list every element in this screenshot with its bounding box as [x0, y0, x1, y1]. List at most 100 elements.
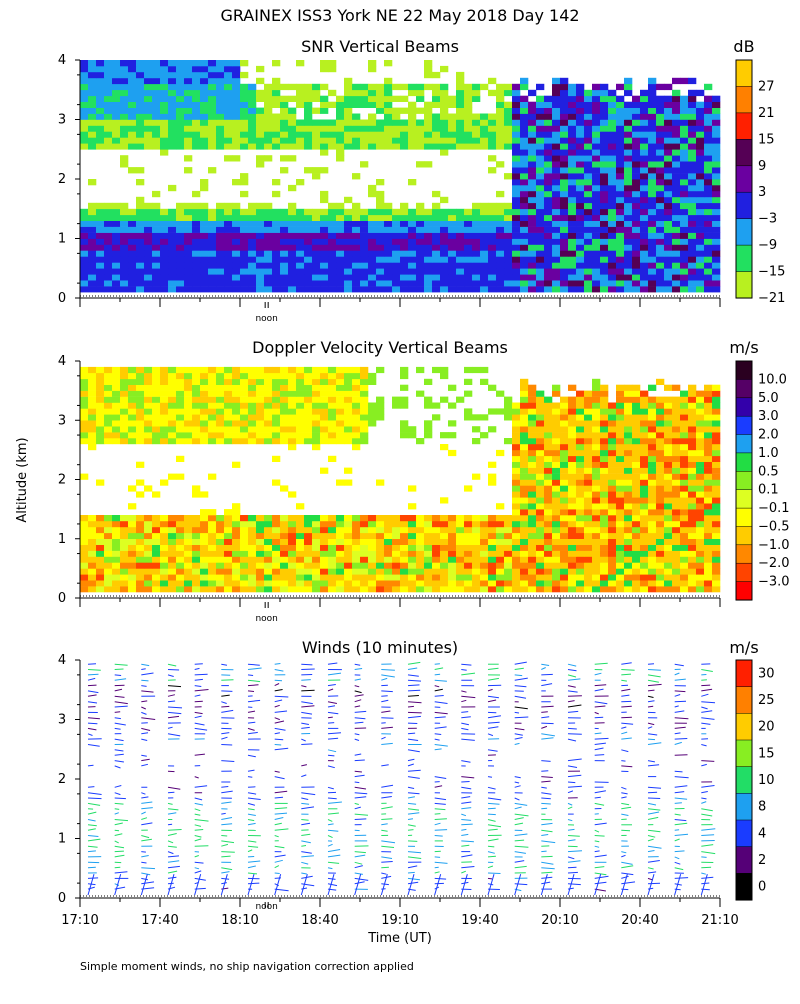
heatmap-cell	[160, 414, 168, 420]
heatmap-cell	[440, 432, 448, 438]
heatmap-cell	[88, 108, 96, 114]
heatmap-cell	[104, 72, 112, 78]
heatmap-cell	[504, 521, 512, 527]
heatmap-cell	[520, 391, 528, 397]
heatmap-cell	[672, 203, 680, 209]
heatmap-cell	[680, 444, 688, 450]
heatmap-cell	[336, 114, 344, 120]
heatmap-cell	[336, 215, 344, 221]
heatmap-cell	[496, 244, 504, 250]
heatmap-cell	[448, 221, 456, 227]
wind-barb	[141, 868, 155, 869]
heatmap-cell	[616, 426, 624, 432]
heatmap-cell	[336, 408, 344, 414]
heatmap-cell	[600, 491, 608, 497]
heatmap-cell	[224, 580, 232, 586]
heatmap-cell	[632, 586, 640, 592]
heatmap-cell	[216, 557, 224, 563]
heatmap-cell	[400, 539, 408, 545]
heatmap-cell	[552, 90, 560, 96]
heatmap-cell	[368, 373, 376, 379]
heatmap-cell	[120, 221, 128, 227]
heatmap-cell	[688, 456, 696, 462]
heatmap-cell	[352, 432, 360, 438]
heatmap-cell	[280, 414, 288, 420]
heatmap-cell	[528, 509, 536, 515]
heatmap-cell	[584, 485, 592, 491]
wind-barb	[115, 841, 119, 843]
heatmap-cell	[712, 108, 720, 114]
heatmap-cell	[232, 256, 240, 262]
wind-barb	[141, 839, 152, 841]
heatmap-cell	[312, 125, 320, 131]
heatmap-cell	[512, 557, 520, 563]
heatmap-cell	[608, 173, 616, 179]
heatmap-cell	[528, 90, 536, 96]
heatmap-cell	[432, 539, 440, 545]
heatmap-cell	[688, 533, 696, 539]
heatmap-cell	[224, 563, 232, 569]
heatmap-cell	[528, 197, 536, 203]
heatmap-cell	[464, 274, 472, 280]
heatmap-cell	[656, 173, 664, 179]
heatmap-cell	[136, 179, 144, 185]
heatmap-cell	[656, 167, 664, 173]
heatmap-cell	[616, 108, 624, 114]
heatmap-cell	[248, 131, 256, 137]
heatmap-cell	[208, 108, 216, 114]
heatmap-cell	[320, 379, 328, 385]
heatmap-cell	[128, 551, 136, 557]
heatmap-cell	[680, 173, 688, 179]
heatmap-cell	[368, 96, 376, 102]
heatmap-cell	[392, 96, 400, 102]
heatmap-cell	[248, 438, 256, 444]
heatmap-cell	[432, 574, 440, 580]
heatmap-cell	[688, 149, 696, 155]
heatmap-cell	[168, 515, 176, 521]
heatmap-cell	[672, 215, 680, 221]
wind-barb	[275, 855, 286, 857]
heatmap-cell	[256, 209, 264, 215]
wind-barb	[221, 878, 229, 879]
heatmap-cell	[288, 539, 296, 545]
heatmap-cell	[136, 426, 144, 432]
heatmap-cell	[392, 244, 400, 250]
heatmap-cell	[248, 203, 256, 209]
heatmap-cell	[360, 557, 368, 563]
heatmap-cell	[560, 568, 568, 574]
heatmap-cell	[168, 580, 176, 586]
heatmap-cell	[592, 155, 600, 161]
heatmap-cell	[696, 137, 704, 143]
heatmap-cell	[512, 268, 520, 274]
heatmap-cell	[336, 262, 344, 268]
heatmap-cell	[168, 90, 176, 96]
heatmap-cell	[320, 149, 328, 155]
heatmap-cell	[360, 568, 368, 574]
heatmap-cell	[536, 414, 544, 420]
heatmap-cell	[408, 244, 416, 250]
heatmap-cell	[296, 209, 304, 215]
heatmap-cell	[400, 432, 408, 438]
heatmap-cell	[552, 203, 560, 209]
heatmap-cell	[504, 227, 512, 233]
heatmap-cell	[376, 256, 384, 262]
heatmap-cell	[632, 385, 640, 391]
heatmap-cell	[456, 233, 464, 239]
heatmap-cell	[208, 551, 216, 557]
heatmap-cell	[352, 262, 360, 268]
heatmap-cell	[416, 256, 424, 262]
heatmap-cell	[312, 438, 320, 444]
heatmap-cell	[528, 426, 536, 432]
heatmap-cell	[312, 580, 320, 586]
heatmap-cell	[136, 539, 144, 545]
heatmap-cell	[408, 125, 416, 131]
heatmap-cell	[216, 586, 224, 592]
heatmap-cell	[240, 438, 248, 444]
heatmap-cell	[624, 574, 632, 580]
heatmap-cell	[560, 462, 568, 468]
heatmap-cell	[536, 539, 544, 545]
heatmap-cell	[608, 137, 616, 143]
heatmap-cell	[320, 233, 328, 239]
heatmap-cell	[344, 102, 352, 108]
heatmap-cell	[328, 125, 336, 131]
